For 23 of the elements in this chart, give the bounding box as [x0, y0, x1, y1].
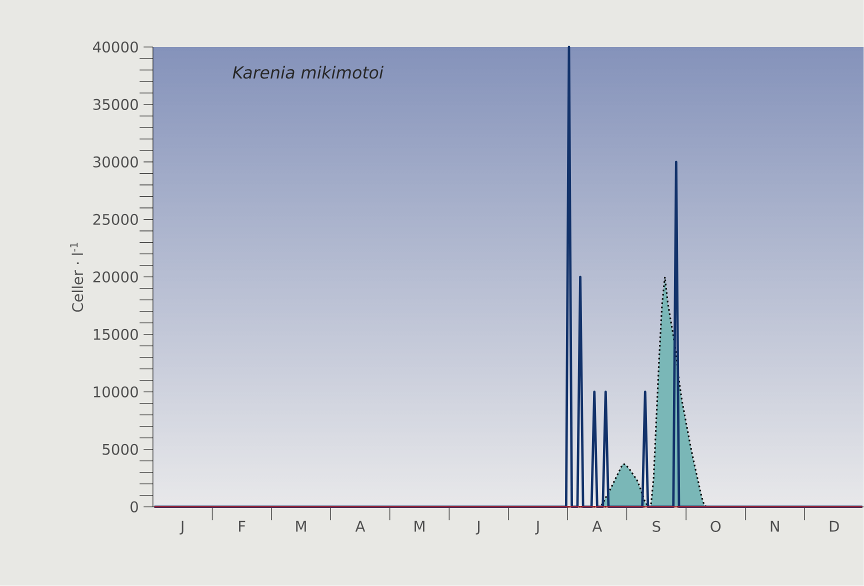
x-tick-label: A: [355, 520, 366, 532]
x-tick-label: A: [592, 520, 602, 532]
y-tick-label: 40000: [92, 42, 138, 53]
annotation: Karenia mikimotoi: [232, 66, 384, 79]
y-tick-label: 30000: [93, 156, 138, 168]
y-tick-label: 10000: [94, 386, 138, 398]
y-axis-title: Celler · l$^{-1}$: [70, 242, 84, 312]
y-tick-label: 25000: [93, 214, 138, 226]
y-tick-label: 0: [130, 501, 138, 512]
x-tick-label: J: [476, 520, 480, 535]
x-tick-label: M: [414, 520, 424, 532]
x-tick-label: N: [770, 520, 779, 532]
x-tick-label: O: [710, 520, 721, 532]
y-tick-label: 5000: [102, 444, 138, 455]
x-tick-label: M: [296, 520, 306, 532]
x-tick-label: F: [239, 520, 246, 532]
x-tick-label: S: [652, 520, 660, 532]
x-tick-label: J: [180, 520, 184, 535]
x-tick-label: D: [830, 520, 839, 532]
x-tick-label: J: [535, 520, 539, 535]
y-tick-label: 15000: [94, 328, 138, 340]
y-tick-label: 20000: [93, 271, 138, 283]
y-tick-label: 35000: [93, 99, 138, 110]
